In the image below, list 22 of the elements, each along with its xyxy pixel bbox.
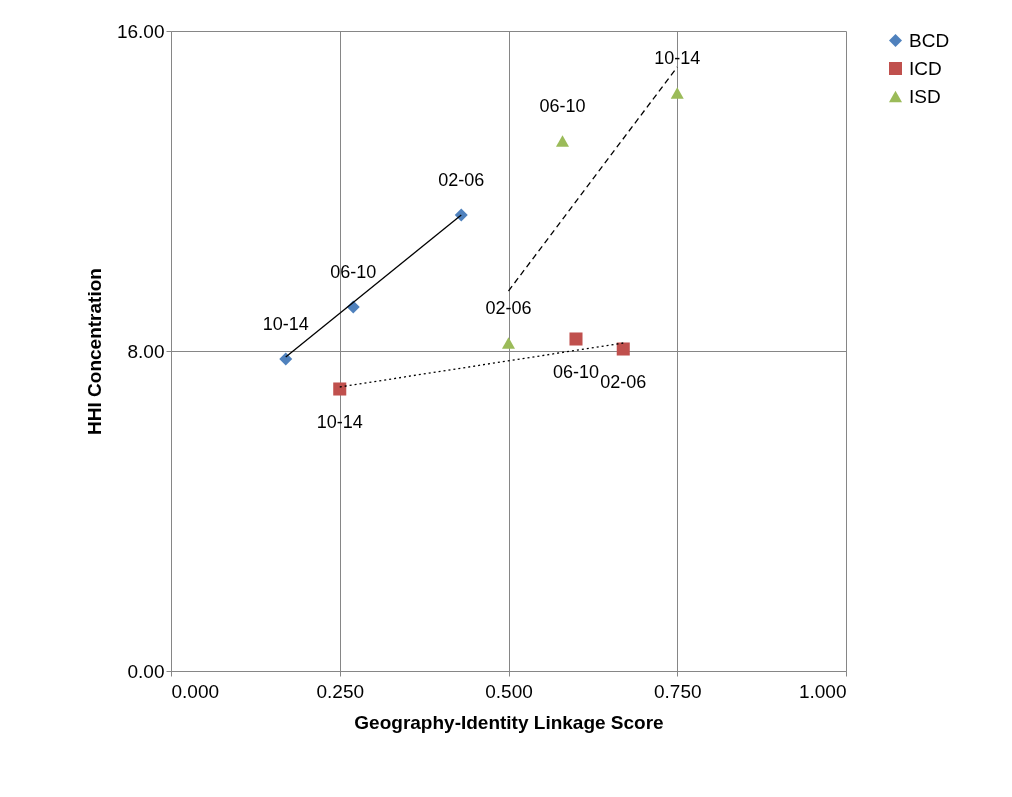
annotation: 06-10	[330, 262, 377, 282]
x-axis-title: Geography-Identity Linkage Score	[354, 711, 664, 733]
y-axis-title: HHI Concentration	[83, 268, 105, 435]
legend-label: BCD	[909, 29, 950, 51]
annotation: 10-14	[262, 314, 309, 334]
legend-label: ICD	[909, 57, 942, 79]
x-tick-label: 0.250	[316, 680, 365, 702]
x-tick-label: 0.000	[171, 680, 220, 702]
legend-label: ISD	[909, 85, 941, 107]
annotation: 10-14	[654, 48, 701, 68]
annotation: 02-06	[438, 170, 485, 190]
annotation: 02-06	[485, 298, 532, 318]
x-tick-label: 0.500	[485, 680, 533, 702]
annotation: 06-10	[552, 362, 600, 382]
y-tick-label: 16.00	[116, 20, 165, 42]
x-tick-label: 0.750	[653, 680, 702, 702]
y-tick-label: 8.00	[127, 340, 165, 362]
y-tick-label: 0.00	[127, 660, 165, 682]
annotation: 02-06	[600, 372, 647, 392]
annotation: 10-14	[316, 412, 363, 432]
x-tick-label: 1.000	[798, 680, 847, 702]
annotation: 06-10	[539, 96, 586, 116]
